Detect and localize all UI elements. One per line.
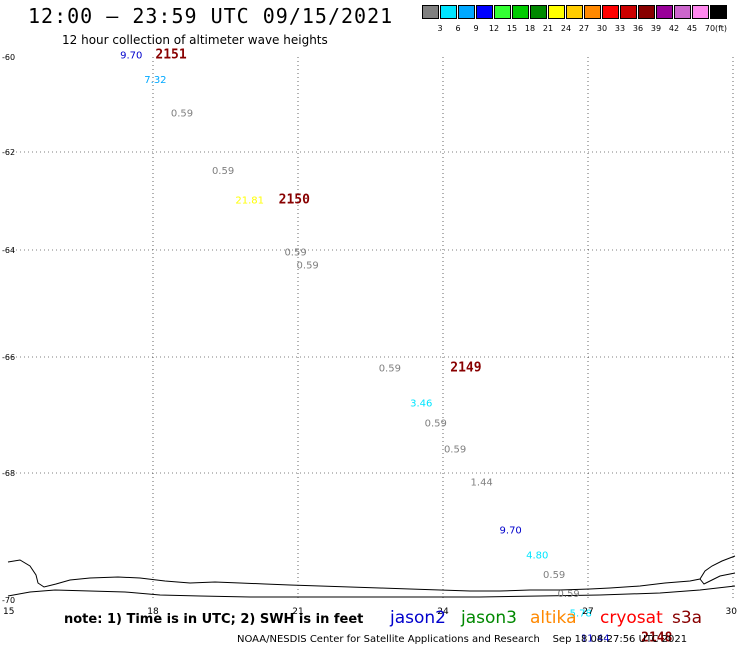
swh-labels: 9.70 7.32 0.59 0.59 21.81 0.59 0.59 0.59 3.46 0.5… (120, 50, 609, 644)
swh-value-label: 9.70 (500, 525, 522, 536)
x-tick-label: 30 (726, 607, 738, 617)
chart-title: 12:00 – 23:59 UTC 09/15/2021 (28, 4, 394, 28)
units-note: note: 1) Time is in UTC; 2) SWH is in fe… (64, 612, 364, 627)
swh-value-label: 0.59 (543, 570, 565, 581)
legend-swatch (476, 5, 493, 19)
pass-number-label: 2148 (641, 630, 672, 645)
mission-jason3: jason3 (461, 608, 517, 628)
swh-value-label: 21.81 (235, 195, 264, 206)
swh-value-label: 9.70 (120, 50, 142, 61)
legend-swatch (458, 5, 475, 19)
pass-numbers: 2151 2150 2149 2148 (155, 47, 672, 645)
legend-swatch-label: 3 (437, 24, 443, 33)
legend-swatch (530, 5, 547, 19)
x-tick-label: 27 (582, 607, 593, 617)
y-tick-label: -60 (2, 53, 15, 62)
y-tick-label: -66 (2, 353, 15, 362)
legend-swatch-label: 33 (614, 24, 626, 33)
legend-swatch-label: 12 (488, 24, 500, 33)
mission-altika: altika (530, 608, 577, 628)
chart-subtitle: 12 hour collection of altimeter wave hei… (62, 33, 328, 47)
legend-swatch (602, 5, 619, 19)
legend-swatch (656, 5, 673, 19)
legend-swatch (710, 5, 727, 19)
swh-value-label: 0.59 (284, 247, 306, 258)
legend-swatch (512, 5, 529, 19)
legend-swatch-label: 6 (455, 24, 461, 33)
swh-value-label: 0.59 (444, 445, 466, 456)
swh-value-label: 7.32 (144, 75, 166, 86)
credit-line: NOAA/NESDIS Center for Satellite Applica… (237, 634, 687, 645)
swh-value-label: 4.80 (526, 551, 548, 562)
axis-labels: 15 18 21 24 27 30 -60 -62 -64 -66 -68 -70 (2, 53, 737, 617)
credit-text: NOAA/NESDIS Center for Satellite Applica… (237, 634, 540, 645)
legend-swatch (620, 5, 637, 19)
legend-swatch (674, 5, 691, 19)
y-tick-label: -68 (2, 469, 15, 478)
coastline-edge-path (699, 572, 736, 585)
legend-swatch (494, 5, 511, 19)
legend-swatch (422, 5, 439, 19)
x-tick-label: 24 (437, 607, 449, 617)
legend-swatch-label: 30 (596, 24, 608, 33)
swh-value-label: 0.59 (425, 419, 447, 430)
swh-value-label: 1.44 (471, 478, 493, 489)
legend-swatch-label: 18 (524, 24, 536, 33)
legend-swatch (440, 5, 457, 19)
x-tick-label: 18 (147, 607, 159, 617)
swh-value-label: 5.78 (570, 609, 592, 620)
coastline (7, 555, 736, 598)
pass-number-label: 2151 (155, 47, 186, 62)
legend-swatch-label: 21 (542, 24, 554, 33)
legend-swatch (566, 5, 583, 19)
legend-swatch-label: 42 (668, 24, 680, 33)
legend-swatch-label: 39 (650, 24, 662, 33)
generation-timestamp: Sep 18 08:27:56 UTC 2021 (552, 634, 688, 645)
swh-value-label: 0.59 (379, 364, 401, 375)
legend-swatch-label: 24 (560, 24, 572, 33)
legend-swatch (638, 5, 655, 19)
mission-s3a: s3a (672, 608, 703, 628)
legend-swatch-label: 9 (473, 24, 479, 33)
swh-value-label: 0.59 (558, 589, 580, 600)
x-tick-label: 21 (292, 607, 303, 617)
swh-value-label: 3.46 (410, 398, 432, 409)
legend-swatch-label: 70 (704, 24, 716, 33)
legend-swatch-label: 45 (686, 24, 698, 33)
swh-value-label: 0.59 (171, 108, 193, 119)
legend-swatch-label: 36 (632, 24, 644, 33)
swh-value-label: 0.59 (212, 166, 234, 177)
legend-swatch (548, 5, 565, 19)
coastline-path (7, 555, 736, 592)
legend-swatch (584, 5, 601, 19)
mission-cryosat: cryosat (600, 608, 663, 628)
pass-number-label: 2150 (279, 192, 310, 207)
mission-jason2: jason2 (390, 608, 446, 628)
legend-unit-label: (ft) (715, 24, 728, 33)
y-tick-label: -70 (2, 596, 15, 605)
coastline-inner-path (7, 585, 736, 598)
pass-number-label: 2149 (450, 361, 481, 376)
legend-swatch-label: 27 (578, 24, 590, 33)
swh-value-label: 0.59 (297, 261, 319, 272)
swh-value-label: 11.44 (581, 633, 610, 644)
map-grid (8, 57, 734, 600)
x-tick-label: 15 (3, 607, 14, 617)
legend-swatch-label: 15 (506, 24, 518, 33)
y-tick-label: -62 (2, 148, 15, 157)
legend-swatch (692, 5, 709, 19)
y-tick-label: -64 (2, 246, 15, 255)
